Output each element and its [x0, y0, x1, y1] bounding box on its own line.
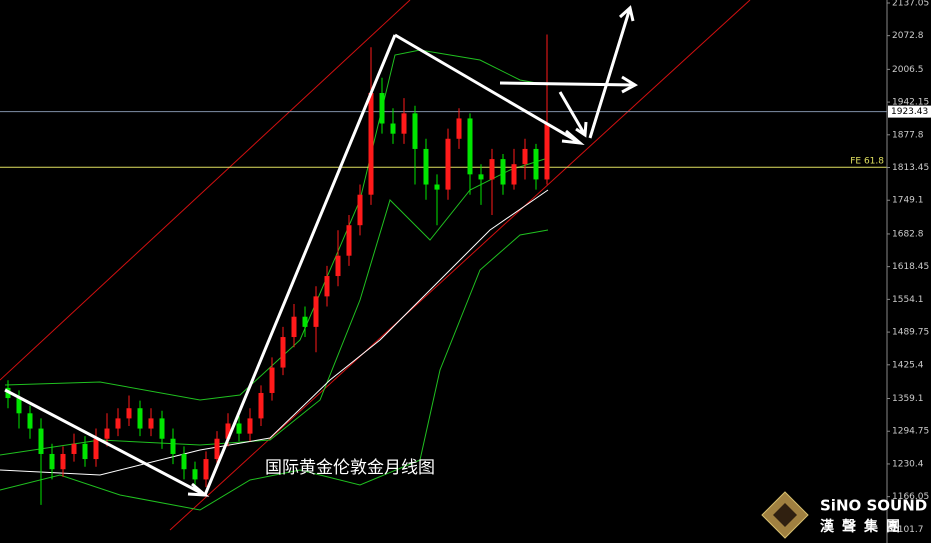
candle-body	[445, 138, 451, 190]
candle-body	[181, 453, 187, 470]
candle-body	[38, 428, 44, 454]
candle-body	[412, 113, 418, 149]
y-tick-label: 1166.05	[892, 492, 929, 502]
candle-body	[60, 453, 66, 470]
candle-body	[302, 316, 308, 327]
candle-body	[456, 118, 462, 139]
candle-body	[533, 148, 539, 180]
logo-icon	[773, 503, 797, 527]
price-label-box	[888, 105, 931, 118]
candle-body	[258, 392, 264, 419]
channel-line	[169, 0, 751, 531]
candle-body	[423, 148, 429, 185]
arrow	[394, 33, 585, 146]
candle-body	[489, 159, 495, 180]
candle-body	[115, 418, 121, 429]
candle-body	[544, 123, 550, 180]
y-tick-label: 2006.5	[892, 65, 924, 75]
candles	[5, 34, 550, 505]
candle-body	[247, 418, 253, 434]
middle-band	[0, 157, 549, 456]
candle-body	[511, 164, 517, 185]
candle-body	[148, 418, 154, 429]
y-tick-label: 1942.15	[892, 98, 929, 108]
candle-body	[159, 418, 165, 439]
logo: SiNO SOUND 漢聲集團	[761, 491, 927, 539]
candle-body	[500, 159, 506, 185]
y-tick-label: 1101.7	[892, 525, 924, 535]
arrow	[203, 34, 397, 496]
candle-body	[137, 408, 143, 429]
candle-body	[236, 423, 242, 434]
candle-body	[225, 423, 231, 439]
candle-body	[313, 296, 319, 327]
y-tick-label: 1294.75	[892, 427, 929, 437]
y-tick-label: 1359.1	[892, 394, 924, 404]
candle-body	[401, 113, 407, 134]
candle-body	[357, 194, 363, 226]
candle-body	[390, 123, 396, 134]
y-tick-label: 1425.4	[892, 360, 924, 370]
annotation: 国际黄金伦敦金月线图	[265, 458, 435, 478]
candle-body	[104, 428, 110, 439]
candle-body	[324, 276, 330, 297]
lower-band	[0, 229, 549, 511]
levels: 1923.43 FE 61.8	[0, 105, 931, 168]
candle-body	[71, 443, 77, 454]
y-tick-label: 1489.75	[892, 328, 929, 338]
candle-body	[346, 225, 352, 256]
candle-body	[214, 438, 220, 460]
y-tick-label: 2137.05	[892, 0, 929, 8]
y-tick-label: 1813.45	[892, 163, 929, 173]
channel-line	[0, 0, 411, 381]
candle-body	[16, 398, 22, 414]
y-tick-label: 1618.45	[892, 262, 929, 272]
candle-body	[467, 118, 473, 175]
candle-body	[434, 184, 440, 190]
y-tick-label: 1682.8	[892, 229, 924, 239]
candle-body	[269, 367, 275, 393]
candle-body	[522, 148, 528, 165]
y-tick-label: 1554.1	[892, 295, 924, 305]
candle-body	[27, 413, 33, 429]
moving-average	[0, 189, 549, 476]
arrow	[499, 75, 639, 94]
candle-body	[192, 469, 198, 480]
candle-body	[82, 443, 88, 460]
candle-body	[291, 316, 297, 338]
logo-subtitle: 漢聲集團	[820, 518, 908, 535]
candle-body	[368, 93, 374, 195]
y-tick-label: 2072.8	[892, 31, 924, 41]
candle-body	[203, 459, 209, 480]
candle-body	[379, 93, 385, 124]
y-tick-label: 1749.1	[892, 196, 924, 206]
logo-name: SiNO SOUND	[820, 497, 927, 515]
candle-body	[126, 408, 132, 419]
level-label: FE 61.8	[850, 157, 884, 167]
candle-body	[49, 453, 55, 470]
axis: 2137.05 2072.8 2006.5 1942.15 1877.8 1813.45 1…	[887, 0, 929, 535]
arrow	[588, 5, 635, 139]
candle-body	[93, 438, 99, 460]
candle-body	[170, 438, 176, 454]
candle-body	[280, 337, 286, 368]
candle-body	[335, 255, 341, 277]
price-label: 1923.43	[891, 107, 928, 117]
arrow	[558, 91, 588, 138]
y-tick-label: 1230.4	[892, 459, 924, 469]
y-tick-label: 1877.8	[892, 130, 924, 140]
arrows	[4, 5, 639, 497]
candle-body	[478, 174, 484, 180]
